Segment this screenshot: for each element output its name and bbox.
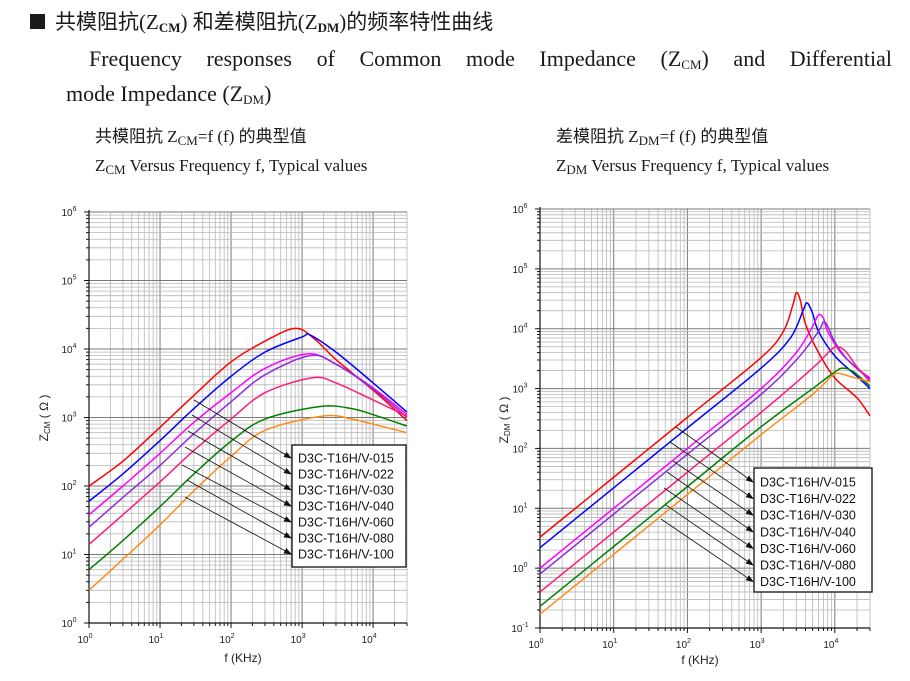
legend-pointer-arrow (672, 460, 754, 516)
legend-entry: D3C-T16H/V-060 (298, 516, 394, 530)
y-tick-label: 100 (61, 617, 76, 630)
series-line-d3c-t16h-v-040 (539, 320, 871, 575)
x-tick-label: 100 (528, 638, 543, 651)
legend-entry: D3C-T16H/V-030 (760, 509, 856, 523)
legend: D3C-T16H/V-015 D3C-T16H/V-022 D3C-T16H/V-0… (181, 399, 407, 568)
y-tick-label: 102 (61, 480, 76, 493)
legend-entry: D3C-T16H/V-060 (760, 542, 856, 556)
x-tick-label: 104 (362, 633, 377, 646)
legend-entry: D3C-T16H/V-100 (760, 575, 856, 589)
y-tick-label: 101 (61, 549, 76, 562)
x-tick-label: 102 (220, 633, 235, 646)
legend-pointer-arrow (660, 518, 754, 583)
legend-pointer-arrow (675, 426, 754, 483)
y-tick-label: 106 (61, 206, 76, 219)
x-tick-label: 101 (602, 638, 617, 651)
legend-entry: D3C-T16H/V-015 (760, 476, 856, 490)
x-tick-label: 100 (77, 633, 92, 646)
legend-pointer-arrow (187, 430, 292, 491)
zcm-title-en: ZCM Versus Frequency f, Typical values (95, 156, 368, 177)
y-tick-label: 100 (512, 562, 527, 575)
section-heading: 共模阻抗(ZCM) 和差模阻抗(ZDM)的频率特性曲线 (30, 6, 493, 36)
legend-entry: D3C-T16H/V-080 (298, 532, 394, 546)
series-line-d3c-t16h-v-060 (88, 376, 408, 546)
legend-pointer-arrow (665, 504, 754, 566)
x-tick-label: 103 (291, 633, 306, 646)
x-tick-label: 101 (149, 633, 164, 646)
grid (539, 208, 871, 629)
y-tick-label: 10-1 (511, 622, 528, 635)
legend-pointer-arrow (669, 441, 754, 500)
legend-pointer-arrow (186, 479, 292, 539)
legend-entry: D3C-T16H/V-080 (760, 559, 856, 573)
intro-line-1: Frequency responses of Common mode Imped… (89, 46, 892, 72)
intro-line-2: mode Impedance (ZDM) (66, 81, 272, 107)
series-line-d3c-t16h-v-060 (539, 345, 871, 593)
y-tick-label: 106 (512, 203, 527, 216)
y-tick-label: 105 (512, 263, 527, 276)
x-tick-label: 102 (676, 638, 691, 651)
zdm-title-cn: 差模阻抗 ZDM=f (f) 的典型值 (556, 127, 769, 148)
series-line-d3c-t16h-v-022 (539, 302, 871, 549)
legend-pointer-arrow (663, 487, 754, 549)
legend-entry: D3C-T16H/V-022 (298, 468, 394, 482)
x-axis-label: f (KHz) (224, 651, 261, 665)
series-line-d3c-t16h-v-040 (88, 354, 408, 528)
series-line-d3c-t16h-v-100 (539, 372, 871, 615)
legend-entry: D3C-T16H/V-100 (298, 548, 394, 562)
series-line-d3c-t16h-v-080 (88, 405, 408, 571)
legend-entry: D3C-T16H/V-040 (298, 500, 394, 514)
zcm-title-cn: 共模阻抗 ZCM=f (f) 的典型值 (95, 127, 307, 148)
y-tick-label: 104 (61, 343, 76, 356)
legend-box (291, 444, 407, 568)
zdm-chart: 100 101 102 103 10410-1100101102103104105106… (497, 203, 873, 667)
legend-pointer-arrow (184, 496, 292, 555)
legend-pointer-arrow (666, 471, 754, 533)
legend-entry: D3C-T16H/V-022 (760, 492, 856, 506)
legend-entry: D3C-T16H/V-040 (760, 525, 856, 539)
legend-entry: D3C-T16H/V-015 (298, 452, 394, 466)
y-tick-label: 103 (61, 412, 76, 425)
y-tick-label: 105 (61, 275, 76, 288)
series-line-d3c-t16h-v-022 (88, 333, 408, 502)
legend-entry: D3C-T16H/V-030 (298, 484, 394, 498)
series-line-d3c-t16h-v-030 (539, 313, 871, 569)
y-axis-label: ZDM ( Ω ) (497, 397, 512, 444)
zdm-title-en: ZDM Versus Frequency f, Typical values (556, 156, 830, 177)
intro-paragraph: Frequency responses of Common mode Imped… (66, 44, 892, 114)
x-tick-label: 104 (823, 638, 838, 651)
x-tick-label: 103 (750, 638, 765, 651)
series-line-d3c-t16h-v-015 (88, 327, 408, 487)
y-tick-label: 103 (512, 383, 527, 396)
y-tick-label: 104 (512, 323, 527, 336)
series-line-d3c-t16h-v-100 (88, 414, 408, 591)
y-tick-label: 101 (512, 502, 527, 515)
series-line-d3c-t16h-v-080 (539, 367, 871, 607)
legend-pointer-arrow (193, 399, 292, 459)
legend-box (753, 467, 873, 593)
zcm-chart: 100 101 102 103 104 100 101 102 103 104 105 106 f (K… (37, 206, 408, 665)
x-axis-label: f (KHz) (681, 653, 718, 667)
y-tick-label: 102 (512, 442, 527, 455)
legend-pointer-arrow (181, 464, 292, 523)
legend: D3C-T16H/V-015 D3C-T16H/V-022 D3C-T16H/V-0… (660, 426, 873, 593)
legend-pointer-arrow (191, 414, 292, 475)
legend-pointer-arrow (184, 446, 292, 507)
series-line-d3c-t16h-v-015 (539, 291, 871, 538)
y-axis-label: ZCM ( Ω ) (37, 395, 52, 442)
bullet-square-icon (30, 14, 45, 29)
